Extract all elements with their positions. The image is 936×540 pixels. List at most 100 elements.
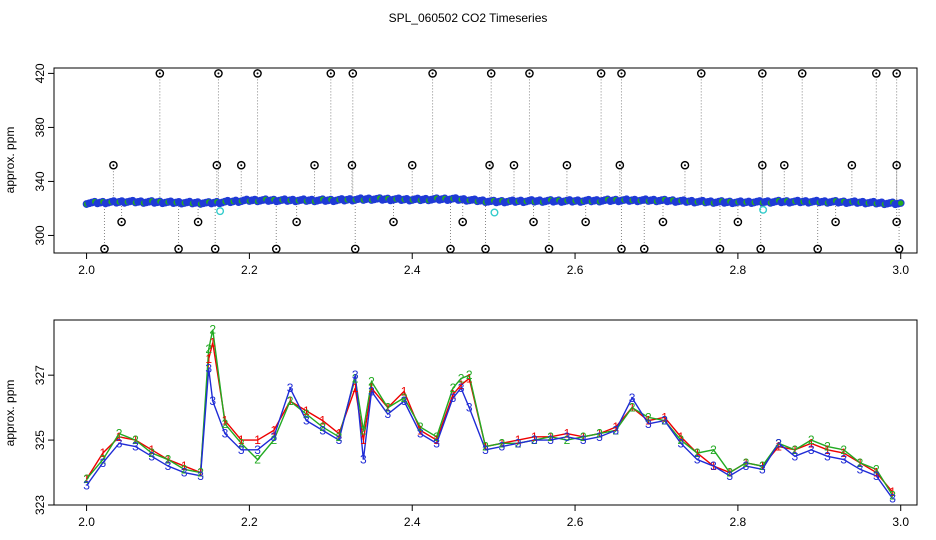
- series-1-marker: 1: [824, 443, 831, 457]
- top-cyan-point: [490, 208, 499, 217]
- series-2-marker: 2: [319, 420, 326, 434]
- series-1-marker: 1: [792, 443, 799, 457]
- series-3-marker: 3: [694, 453, 701, 467]
- series-1-marker: 1: [222, 414, 229, 428]
- top-outlier-center: [217, 72, 220, 75]
- top-outlier-center: [834, 220, 837, 223]
- series-1-marker: 1: [254, 433, 261, 447]
- series-3-marker: 3: [205, 362, 212, 376]
- top-outlier-point: [212, 160, 222, 170]
- series-2-marker: 2: [678, 433, 685, 447]
- series-3-marker: 3: [458, 381, 465, 395]
- top-outlier-point: [214, 69, 223, 78]
- top-outlier-center: [313, 164, 316, 167]
- top-ytick-label: 380: [33, 117, 47, 137]
- series-3-marker: 3: [792, 449, 799, 463]
- series-3-marker: 3: [319, 423, 326, 437]
- series-1-marker: 1: [889, 485, 896, 499]
- top-outlier-point: [347, 160, 357, 170]
- series-3-marker: 3: [450, 391, 457, 405]
- top-ytick-label: 340: [33, 171, 47, 191]
- bottom-ytick-label: 325: [33, 430, 47, 450]
- top-outlier-point: [847, 160, 857, 170]
- top-outlier-point: [615, 160, 625, 170]
- series-2-marker: 2: [466, 368, 473, 382]
- series-2-marker: 2: [547, 430, 554, 444]
- series-1-marker: 1: [148, 443, 155, 457]
- series-3-marker: 3: [580, 433, 587, 447]
- series-3-marker: 3: [482, 443, 489, 457]
- series-3-marker: 3: [238, 443, 245, 457]
- series-3-marker: 3: [100, 456, 107, 470]
- series-1-marker: 1: [515, 433, 522, 447]
- top-outlier-center: [661, 220, 664, 223]
- series-2-marker: 2: [726, 466, 733, 480]
- figure-title: SPL_060502 CO2 Timeseries: [389, 11, 548, 25]
- top-outlier-point: [509, 160, 519, 170]
- series-3-marker: 3: [303, 414, 310, 428]
- top-outlier-center: [759, 247, 762, 250]
- series-3-marker: 3: [498, 440, 505, 454]
- series-2-marker: 2: [792, 443, 799, 457]
- series-2-marker: 2: [165, 453, 172, 467]
- top-outlier-point: [696, 69, 706, 78]
- series-3-marker: 3: [645, 417, 652, 431]
- top-outlier-point: [486, 69, 496, 78]
- series-1-marker: 1: [181, 459, 188, 473]
- series-3-marker: 3: [368, 384, 375, 398]
- top-outlier-point: [892, 69, 901, 78]
- top-ytick-label: 300: [33, 225, 47, 245]
- top-outlier-point: [310, 160, 319, 170]
- top-outlier-center: [801, 72, 804, 75]
- series-3-marker: 3: [824, 449, 831, 463]
- series-2-marker: 2: [889, 488, 896, 502]
- top-outlier-center: [600, 72, 603, 75]
- top-outlier-center: [214, 247, 217, 250]
- series-2-marker: 2: [645, 410, 652, 424]
- top-outlier-point: [733, 217, 743, 227]
- series-2-marker: 2: [710, 443, 717, 457]
- top-outlier-point: [525, 69, 534, 78]
- top-outlier-center: [256, 72, 259, 75]
- top-outlier-center: [895, 220, 898, 223]
- series-3-marker: 3: [360, 453, 367, 467]
- top-outlier-center: [351, 72, 354, 75]
- series-2-marker: 2: [303, 407, 310, 421]
- top-outlier-center: [532, 220, 535, 223]
- bottom-ylabel: approx. ppm: [3, 380, 17, 447]
- series-2-marker: 2: [238, 436, 245, 450]
- series-1-marker: 1: [857, 456, 864, 470]
- top-outlier-point: [458, 217, 468, 227]
- series-1-marker: 1: [596, 427, 603, 441]
- top-outlier-point: [871, 69, 881, 78]
- series-3-marker: 3: [181, 466, 188, 480]
- top-outlier-point: [428, 69, 437, 78]
- top-outlier-center: [490, 72, 493, 75]
- top-outlier-center: [512, 164, 515, 167]
- top-xtick-label: 3.0: [892, 263, 909, 277]
- top-outlier-center: [761, 164, 764, 167]
- series-1-marker: 1: [466, 371, 473, 385]
- series-1-marker: 1: [808, 436, 815, 450]
- series-2-marker: 2: [132, 433, 139, 447]
- top-outlier-point: [348, 69, 358, 78]
- series-2-marker: 2: [694, 446, 701, 460]
- top-ytick-label: 420: [33, 63, 47, 83]
- top-outlier-point: [485, 160, 494, 170]
- top-outlier-center: [548, 247, 551, 250]
- series-3-marker: 3: [808, 443, 815, 457]
- top-outlier-center: [718, 247, 721, 250]
- series-1-marker: 1: [726, 466, 733, 480]
- top-outlier-point: [529, 217, 538, 227]
- top-outlier-center: [120, 220, 123, 223]
- series-3-marker: 3: [270, 430, 277, 444]
- top-outlier-center: [816, 247, 819, 250]
- series-3-marker: 3: [433, 436, 440, 450]
- series-1-marker: 1: [433, 433, 440, 447]
- series-1-marker: 1: [661, 410, 668, 424]
- series-2-marker: 2: [83, 472, 90, 486]
- series-1-marker: 1: [319, 414, 326, 428]
- series-2-marker: 2: [498, 436, 505, 450]
